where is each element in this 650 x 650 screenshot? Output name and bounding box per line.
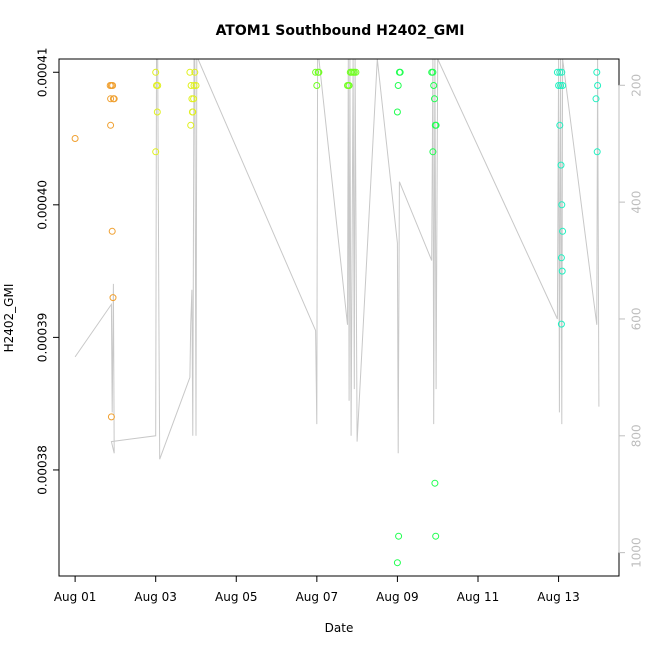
trace-line	[74, 58, 600, 460]
data-point-s0-p2	[107, 95, 115, 103]
data-point-s3-p1	[394, 82, 402, 89]
x-tick-label-5: Aug 11	[457, 590, 500, 604]
x-tick-label-2: Aug 05	[215, 590, 258, 604]
data-point-s4-p14	[594, 82, 602, 89]
data-point-s4-p3	[557, 82, 565, 89]
data-point-s4-p8	[558, 201, 566, 209]
data-point-s1-p4	[152, 148, 160, 156]
right-tick-label-1: 400	[630, 191, 644, 214]
data-point-s1-p13	[188, 108, 196, 116]
data-point-s1-p3	[153, 108, 161, 116]
data-point-s1-p10	[191, 68, 199, 76]
data-point-s4-p4	[558, 68, 566, 76]
data-point-s4-p16	[593, 148, 601, 156]
y-tick-label-0: 0.00038	[36, 445, 50, 495]
data-point-s1-p12	[187, 121, 195, 129]
data-point-s4-p2	[556, 68, 564, 76]
x-tick-label-1: Aug 03	[134, 590, 177, 604]
data-point-s4-p6	[556, 121, 564, 129]
data-point-s4-p0	[553, 68, 561, 76]
data-point-s3-p5	[429, 68, 437, 76]
data-point-s0-p8	[108, 227, 116, 235]
x-tick-label-4: Aug 09	[376, 590, 419, 604]
data-point-s2-p3	[315, 68, 323, 76]
data-point-s3-p7	[431, 95, 438, 103]
data-point-s3-p6	[430, 82, 438, 89]
data-point-s4-p13	[593, 68, 601, 76]
data-point-s1-p14	[190, 95, 198, 103]
y-tick-label-3: 0.00041	[36, 47, 50, 97]
data-point-s3-p11	[395, 532, 403, 540]
data-point-s4-p5	[559, 82, 567, 89]
x-axis-label: Date	[325, 621, 354, 635]
data-point-s3-p13	[431, 479, 439, 487]
y-tick-label-1: 0.00039	[36, 313, 50, 363]
right-tick-label-2: 600	[630, 308, 644, 331]
data-point-s0-p0	[71, 135, 79, 142]
data-point-s3-p0	[393, 108, 401, 116]
right-axis: 200 400 600 800 1000	[618, 74, 644, 568]
data-point-s4-p15	[592, 95, 600, 103]
data-point-s0-p10	[107, 413, 115, 421]
data-point-s3-p3	[396, 68, 404, 76]
right-tick-label-4: 1000	[630, 537, 644, 568]
y-tick-label-2: 0.00040	[36, 180, 50, 230]
data-point-s3-p12	[393, 559, 401, 567]
data-point-s0-p7	[107, 121, 115, 129]
y-axis-label: H2402_GMI	[2, 284, 16, 353]
data-point-s1-p5	[186, 68, 194, 76]
data-point-s2-p10	[352, 68, 360, 76]
data-point-s4-p9	[559, 227, 567, 235]
x-tick-label-6: Aug 13	[537, 590, 580, 604]
data-point-s2-p0	[312, 68, 320, 76]
data-point-s4-p11	[558, 267, 566, 275]
data-point-s1-p2	[154, 82, 162, 89]
data-point-s0-p6	[110, 95, 118, 103]
data-point-s4-p10	[557, 254, 565, 262]
y-axis: 0.00038 0.00039 0.00040 0.00041	[36, 47, 60, 495]
x-axis: Aug 01 Aug 03 Aug 05 Aug 07 Aug 09 Aug 11 Aug …	[54, 575, 580, 604]
data-point-s0-p4	[109, 82, 117, 89]
data-point-s2-p11	[345, 82, 353, 89]
data-point-s4-p7	[557, 161, 565, 169]
data-point-s3-p9	[432, 121, 440, 129]
chart-title: ATOM1 Southbound H2402_GMI	[216, 23, 465, 39]
data-point-s1-p6	[187, 82, 195, 89]
data-point-s0-p9	[109, 294, 117, 302]
data-point-s3-p10	[429, 148, 437, 156]
data-point-s3-p14	[432, 532, 440, 540]
x-tick-label-3: Aug 07	[296, 590, 339, 604]
data-point-s1-p0	[152, 68, 160, 76]
data-point-s1-p11	[192, 82, 200, 89]
x-tick-label-0: Aug 01	[54, 590, 97, 604]
data-point-s2-p1	[313, 82, 321, 89]
data-point-s1-p9	[190, 82, 198, 89]
right-tick-label-0: 200	[630, 74, 644, 97]
plot-frame	[58, 58, 620, 577]
data-point-s4-p1	[555, 82, 563, 89]
trace-layer	[74, 58, 600, 460]
data-point-s4-p12	[557, 320, 565, 328]
points-layer	[71, 68, 602, 567]
right-tick-label-3: 800	[630, 424, 644, 447]
